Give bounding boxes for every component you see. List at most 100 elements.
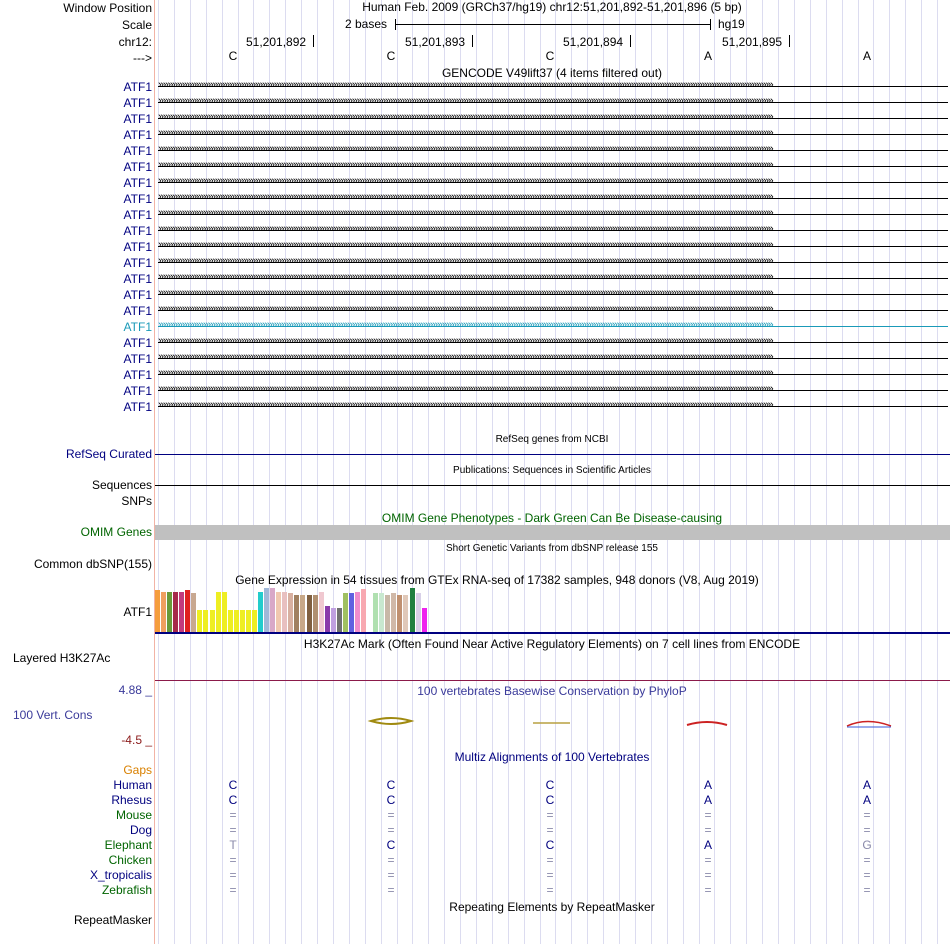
repeatmasker-track-title[interactable]: Repeating Elements by RepeatMasker (449, 900, 655, 914)
multiz-track-title[interactable]: Multiz Alignments of 100 Vertebrates (454, 750, 650, 764)
gtex-tissue-bar[interactable] (258, 592, 263, 632)
gencode-transcript-row[interactable]: ››››››››››››››››››››››››››››››››››››››››… (158, 274, 948, 284)
gencode-transcript-row[interactable]: ››››››››››››››››››››››››››››››››››››››››… (158, 194, 948, 204)
gtex-tissue-bar[interactable] (288, 593, 293, 632)
species-label-elephant[interactable]: Elephant (104, 838, 152, 852)
gtex-tissue-bar[interactable] (343, 593, 348, 632)
gencode-transcript-label[interactable]: ATF1 (123, 336, 152, 350)
gtex-tissue-bar[interactable] (319, 592, 324, 632)
gtex-tissue-bar[interactable] (379, 593, 384, 632)
omim-genes-label[interactable]: OMIM Genes (80, 525, 152, 539)
species-label-zebrafish[interactable]: Zebrafish (101, 883, 152, 897)
gtex-tissue-bar[interactable] (161, 592, 166, 632)
gtex-tissue-bar[interactable] (403, 595, 408, 632)
gtex-tissue-bar[interactable] (325, 606, 330, 632)
dbsnp-track-title[interactable]: Short Genetic Variants from dbSNP releas… (446, 543, 658, 554)
species-label-mouse[interactable]: Mouse (115, 808, 152, 822)
refseq-curated-label[interactable]: RefSeq Curated (65, 447, 152, 461)
gencode-transcript-label[interactable]: ATF1 (123, 368, 152, 382)
gtex-tissue-bar[interactable] (228, 610, 233, 632)
phylop-conservation-plot[interactable] (155, 705, 950, 740)
gtex-tissue-bar[interactable] (385, 595, 390, 632)
gtex-tissue-bar[interactable] (331, 608, 336, 632)
refseq-gene-line[interactable] (155, 454, 950, 455)
layered-h3k27ac-label[interactable]: Layered H3K27Ac (13, 651, 111, 665)
gencode-transcript-row[interactable]: ››››››››››››››››››››››››››››››››››››››››… (158, 322, 948, 332)
gencode-transcript-label[interactable]: ATF1 (123, 288, 152, 302)
gencode-transcript-row[interactable]: ››››››››››››››››››››››››››››››››››››››››… (158, 98, 948, 108)
gencode-transcript-label[interactable]: ATF1 (123, 320, 152, 334)
gencode-transcript-row[interactable]: ››››››››››››››››››››››››››››››››››››››››… (158, 146, 948, 156)
gencode-transcript-label[interactable]: ATF1 (123, 192, 152, 206)
species-label-human[interactable]: Human (113, 778, 152, 792)
gtex-tissue-bar[interactable] (367, 610, 372, 632)
gencode-transcript-row[interactable]: ››››››››››››››››››››››››››››››››››››››››… (158, 226, 948, 236)
gtex-tissue-bar[interactable] (210, 610, 215, 632)
omim-track-title[interactable]: OMIM Gene Phenotypes - Dark Green Can Be… (381, 511, 723, 525)
publications-track-title[interactable]: Publications: Sequences in Scientific Ar… (453, 465, 651, 476)
gaps-label[interactable]: Gaps (123, 763, 152, 777)
gencode-transcript-row[interactable]: ››››››››››››››››››››››››››››››››››››››››… (158, 210, 948, 220)
gtex-tissue-bar[interactable] (167, 592, 172, 632)
gencode-transcript-label[interactable]: ATF1 (123, 128, 152, 142)
gtex-track-title[interactable]: Gene Expression in 54 tissues from GTEx … (235, 573, 759, 587)
snps-label[interactable]: SNPs (121, 494, 152, 508)
gtex-tissue-bar[interactable] (276, 592, 281, 632)
gtex-tissue-bar[interactable] (173, 592, 178, 632)
gencode-transcript-label[interactable]: ATF1 (123, 304, 152, 318)
sequences-label[interactable]: Sequences (91, 478, 152, 492)
gtex-expression-chart[interactable] (155, 588, 555, 632)
track-display-area[interactable]: Human Feb. 2009 (GRCh37/hg19) chr12:51,2… (155, 0, 950, 944)
refseq-track-title[interactable]: RefSeq genes from NCBI (495, 434, 609, 445)
phylop-track-title[interactable]: 100 vertebrates Basewise Conservation by… (417, 684, 687, 698)
gtex-tissue-bar[interactable] (222, 592, 227, 632)
vert-cons-label[interactable]: 100 Vert. Cons (13, 708, 93, 722)
gencode-transcript-label[interactable]: ATF1 (123, 160, 152, 174)
gtex-tissue-bar[interactable] (185, 590, 190, 632)
gtex-tissue-bar[interactable] (197, 610, 202, 632)
gtex-tissue-bar[interactable] (191, 593, 196, 632)
gencode-transcript-label[interactable]: ATF1 (123, 176, 152, 190)
species-label-dog[interactable]: Dog (129, 823, 152, 837)
gtex-tissue-bar[interactable] (300, 595, 305, 632)
gencode-transcript-row[interactable]: ››››››››››››››››››››››››››››››››››››››››… (158, 178, 948, 188)
gtex-tissue-bar[interactable] (282, 592, 287, 632)
gencode-transcript-row[interactable]: ››››››››››››››››››››››››››››››››››››››››… (158, 162, 948, 172)
gencode-transcript-row[interactable]: ››››››››››››››››››››››››››››››››››››››››… (158, 290, 948, 300)
gencode-transcript-label[interactable]: ATF1 (123, 400, 152, 414)
gtex-tissue-bar[interactable] (252, 610, 257, 632)
species-label-x-tropicalis[interactable]: X_tropicalis (89, 868, 152, 882)
publications-sequence-line[interactable] (155, 485, 950, 486)
gencode-transcript-row[interactable]: ››››››››››››››››››››››››››››››››››››››››… (158, 258, 948, 268)
gencode-transcript-label[interactable]: ATF1 (123, 224, 152, 238)
omim-gene-bar[interactable] (155, 525, 950, 540)
species-label-chicken[interactable]: Chicken (108, 853, 152, 867)
gencode-transcript-row[interactable]: ››››››››››››››››››››››››››››››››››››››››… (158, 306, 948, 316)
gtex-tissue-bar[interactable] (246, 610, 251, 632)
common-dbsnp-label[interactable]: Common dbSNP(155) (33, 557, 152, 571)
gencode-transcript-label[interactable]: ATF1 (123, 80, 152, 94)
gencode-transcript-row[interactable]: ››››››››››››››››››››››››››››››››››››››››… (158, 386, 948, 396)
gtex-tissue-bar[interactable] (361, 589, 366, 632)
gencode-transcript-row[interactable]: ››››››››››››››››››››››››››››››››››››››››… (158, 114, 948, 124)
gencode-transcript-label[interactable]: ATF1 (123, 96, 152, 110)
gencode-transcript-label[interactable]: ATF1 (123, 240, 152, 254)
gtex-tissue-bar[interactable] (155, 590, 160, 632)
repeatmasker-label[interactable]: RepeatMasker (73, 913, 152, 927)
gtex-tissue-bar[interactable] (373, 593, 378, 632)
h3k27ac-track-title[interactable]: H3K27Ac Mark (Often Found Near Active Re… (303, 637, 801, 651)
gtex-tissue-bar[interactable] (264, 588, 269, 632)
gencode-transcript-row[interactable]: ››››››››››››››››››››››››››››››››››››››››… (158, 82, 948, 92)
gtex-tissue-bar[interactable] (397, 595, 402, 632)
gtex-gene-label[interactable]: ATF1 (123, 605, 152, 619)
gtex-tissue-bar[interactable] (270, 588, 275, 632)
gencode-transcript-row[interactable]: ››››››››››››››››››››››››››››››››››››››››… (158, 338, 948, 348)
gtex-tissue-bar[interactable] (349, 593, 354, 632)
gencode-transcript-label[interactable]: ATF1 (123, 208, 152, 222)
gencode-transcript-row[interactable]: ››››››››››››››››››››››››››››››››››››››››… (158, 402, 948, 412)
gencode-transcript-label[interactable]: ATF1 (123, 112, 152, 126)
gencode-transcript-label[interactable]: ATF1 (123, 272, 152, 286)
gtex-tissue-bar[interactable] (179, 592, 184, 632)
gtex-tissue-bar[interactable] (240, 610, 245, 632)
gtex-tissue-bar[interactable] (294, 595, 299, 632)
